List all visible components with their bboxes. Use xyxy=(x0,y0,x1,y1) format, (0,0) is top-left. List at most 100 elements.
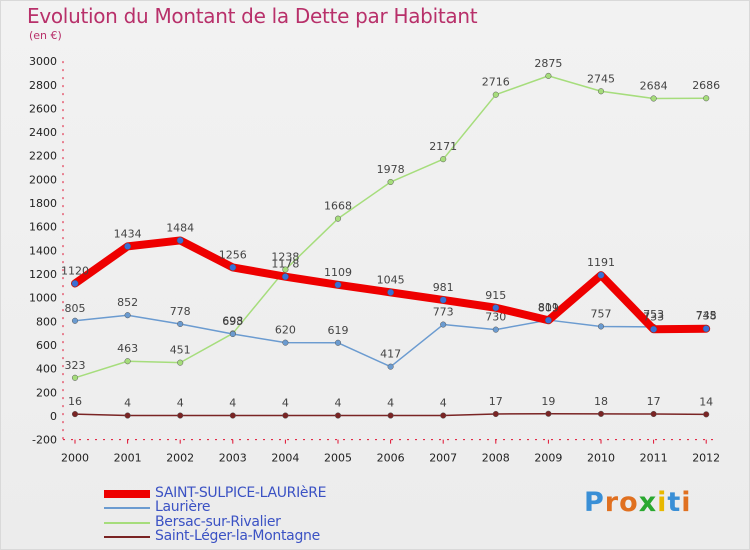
data-point xyxy=(282,412,289,419)
data-point xyxy=(334,281,342,289)
data-label: 981 xyxy=(433,281,454,294)
data-label: 730 xyxy=(485,311,506,324)
data-label: 1109 xyxy=(324,266,352,279)
data-point xyxy=(492,326,499,333)
x-tick-label: 2003 xyxy=(219,452,247,465)
y-tick-label: 1400 xyxy=(29,244,57,257)
data-label: 4 xyxy=(177,397,184,410)
data-label: 4 xyxy=(229,397,236,410)
data-label: 1978 xyxy=(377,163,405,176)
data-label: 1434 xyxy=(114,227,142,240)
data-label: 778 xyxy=(170,305,191,318)
y-tick-label: 0 xyxy=(50,410,57,423)
chart-unit: (en €) xyxy=(29,29,62,42)
data-label: 1484 xyxy=(166,221,194,234)
y-tick-label: 2800 xyxy=(29,79,57,92)
data-label: 451 xyxy=(170,344,191,357)
y-tick-label: 800 xyxy=(36,315,57,328)
data-point xyxy=(124,358,131,365)
data-label: 2745 xyxy=(587,72,615,85)
data-point xyxy=(702,325,710,333)
data-point xyxy=(387,288,395,296)
data-label: 1120 xyxy=(61,265,89,278)
data-point xyxy=(387,363,394,370)
data-point xyxy=(703,411,710,418)
legend-swatch xyxy=(104,507,150,509)
x-tick-label: 2008 xyxy=(482,452,510,465)
legend-swatch xyxy=(104,536,150,538)
data-point xyxy=(176,236,184,244)
data-label: 2875 xyxy=(534,57,562,70)
data-point xyxy=(545,410,552,417)
data-point xyxy=(124,242,132,250)
data-point xyxy=(229,412,236,419)
logo-letter: i xyxy=(681,487,692,518)
data-point xyxy=(282,266,289,273)
data-label: 738 xyxy=(696,310,717,323)
data-label: 417 xyxy=(380,348,401,361)
logo-letter: o xyxy=(619,487,639,518)
data-label: 757 xyxy=(591,307,612,320)
data-point xyxy=(229,330,236,338)
x-tick-label: 2005 xyxy=(324,452,352,465)
data-label: 18 xyxy=(594,395,608,408)
data-label: 2716 xyxy=(482,76,510,89)
data-point xyxy=(492,410,499,418)
data-point xyxy=(177,412,184,419)
x-tick-label: 2012 xyxy=(692,452,720,465)
data-label: 323 xyxy=(65,359,86,372)
y-tick-label: 200 xyxy=(36,386,57,399)
data-label: 1256 xyxy=(219,248,247,261)
data-label: 733 xyxy=(643,310,664,323)
y-tick-label: 1600 xyxy=(29,221,57,234)
data-point xyxy=(124,312,131,319)
data-point xyxy=(334,412,342,419)
data-point xyxy=(71,411,79,418)
logo-letter: r xyxy=(604,487,620,518)
data-label: 693 xyxy=(222,315,243,328)
data-label: 2171 xyxy=(429,140,457,153)
x-tick-label: 2000 xyxy=(61,452,89,465)
data-label: 463 xyxy=(117,342,138,355)
y-tick-label: 600 xyxy=(36,339,57,352)
y-tick-label: 1800 xyxy=(29,197,57,210)
data-label: 2686 xyxy=(692,79,720,92)
data-point xyxy=(597,323,605,330)
y-tick-label: 400 xyxy=(36,363,57,376)
logo-letter: t xyxy=(667,487,682,518)
data-point xyxy=(492,91,499,98)
data-point xyxy=(177,320,184,328)
x-tick-label: 2002 xyxy=(166,452,194,465)
y-tick-label: 3000 xyxy=(29,55,57,68)
data-point xyxy=(229,263,237,271)
data-point xyxy=(597,88,605,95)
y-tick-label: 2400 xyxy=(29,126,57,139)
data-label: 1238 xyxy=(271,251,299,264)
data-point xyxy=(650,325,658,333)
x-tick-label: 2009 xyxy=(534,452,562,465)
data-point xyxy=(387,412,394,419)
data-point xyxy=(177,359,184,366)
data-point xyxy=(387,178,394,186)
data-label: 4 xyxy=(282,397,289,410)
data-point xyxy=(440,412,447,419)
x-tick-label: 2007 xyxy=(429,452,457,465)
data-point xyxy=(492,304,500,312)
data-label: 915 xyxy=(485,289,506,302)
x-tick-label: 2011 xyxy=(640,452,668,465)
data-label: 2684 xyxy=(640,79,668,92)
data-label: 4 xyxy=(387,397,394,410)
chart-title: Evolution du Montant de la Dette par Hab… xyxy=(27,4,478,28)
legend-swatch xyxy=(104,490,150,498)
x-tick-label: 2001 xyxy=(114,452,142,465)
data-label: 698 xyxy=(222,314,243,327)
data-point xyxy=(544,316,552,324)
data-label: 852 xyxy=(117,296,138,309)
data-point xyxy=(439,296,447,304)
data-point xyxy=(650,410,657,418)
data-point xyxy=(71,374,79,381)
data-label: 745 xyxy=(696,309,717,322)
x-tick-label: 2010 xyxy=(587,452,615,465)
